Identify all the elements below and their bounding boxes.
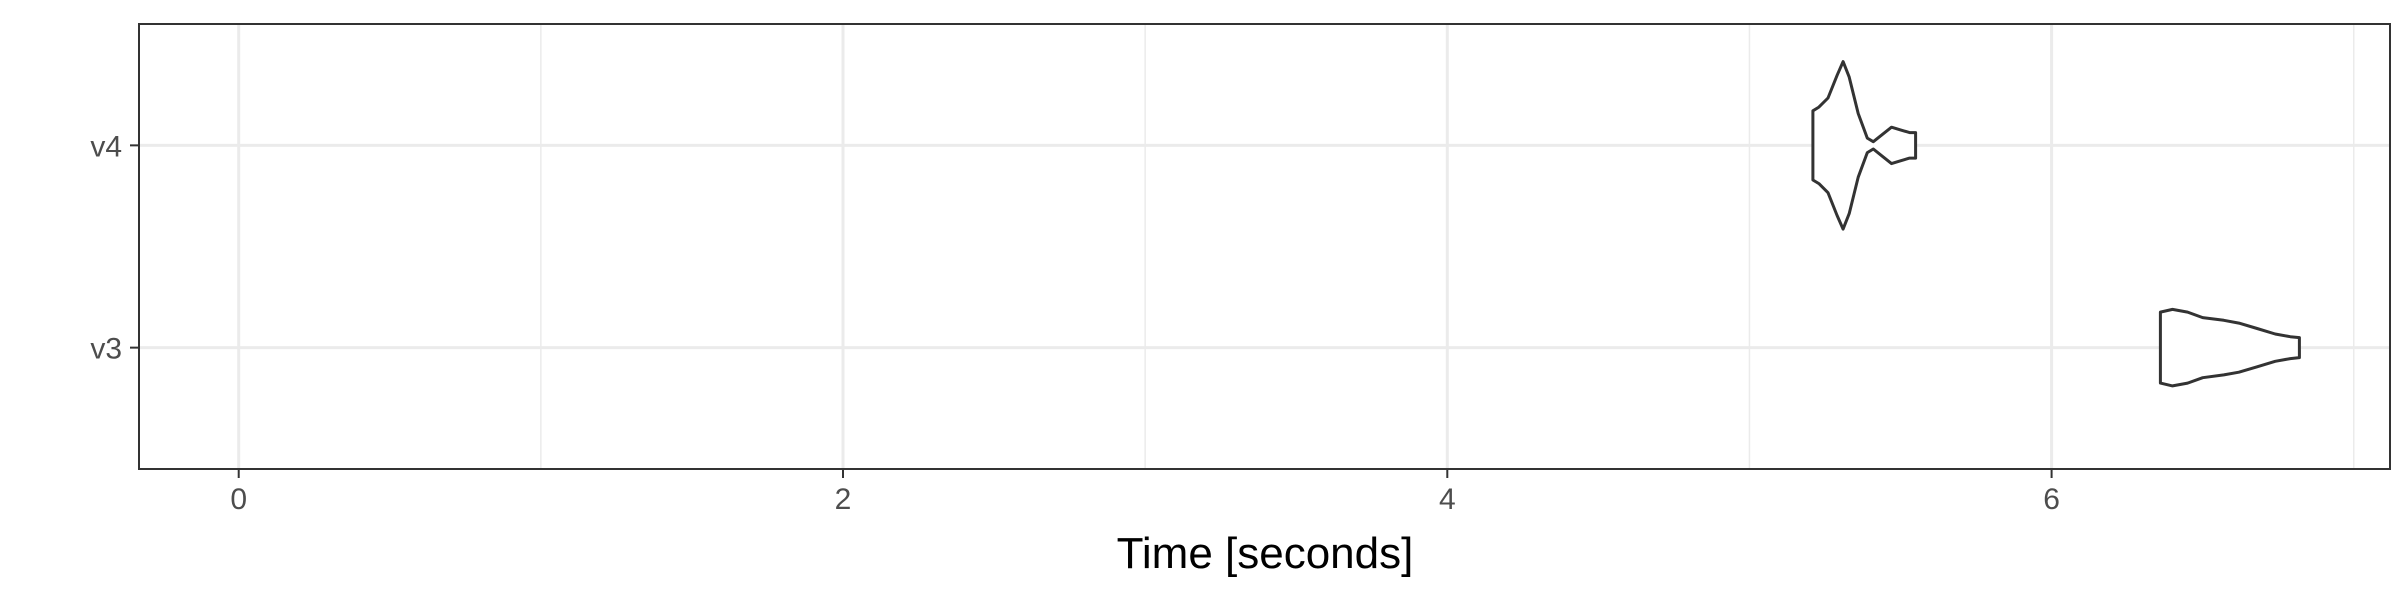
violin-v4 [1811,60,1918,231]
panel-border [138,23,2391,470]
violins [1811,60,2301,388]
x-axis-title: Time [seconds] [1117,529,1414,578]
major-gridlines [139,24,2390,469]
y-axis: v3 v4 [90,130,139,366]
x-axis: 0 2 4 6 [230,469,2060,516]
y-tick-label-v3: v3 [90,333,122,366]
x-tick-label-0: 0 [230,483,247,516]
panel-background [139,24,2390,469]
y-tick-label-v4: v4 [90,130,122,163]
x-tick-label-2: 2 [835,483,852,516]
minor-gridlines [540,24,2355,469]
x-tick-label-4: 4 [1439,483,1456,516]
x-tick-label-6: 6 [2043,483,2060,516]
violin-v3 [2158,307,2301,388]
